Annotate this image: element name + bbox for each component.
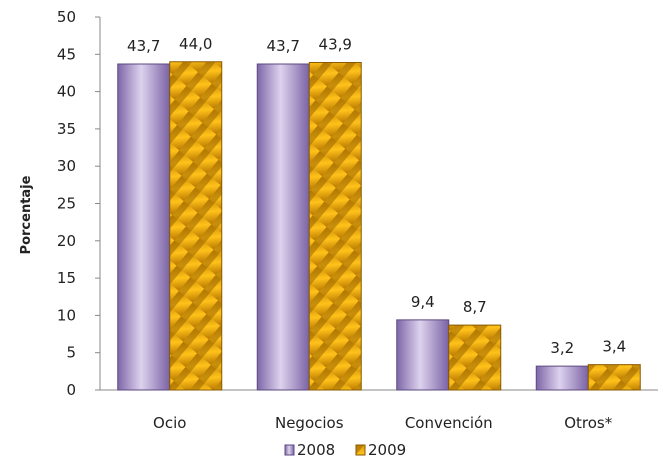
y-tick-label: 30 bbox=[57, 157, 76, 175]
legend: 2008 2009 bbox=[284, 441, 406, 459]
y-tick-label: 50 bbox=[57, 8, 76, 26]
x-tick-label: Otros* bbox=[564, 414, 613, 432]
y-tick-label: 5 bbox=[66, 344, 76, 362]
y-tick-label: 10 bbox=[57, 306, 76, 324]
bar-2008-1 bbox=[256, 63, 310, 391]
x-tick-label: Convención bbox=[405, 414, 493, 432]
y-tick-label: 20 bbox=[57, 232, 76, 250]
data-label: 3,4 bbox=[602, 338, 626, 356]
bar-2008-3 bbox=[535, 365, 589, 391]
bar-2008-0 bbox=[117, 63, 171, 391]
data-label: 9,4 bbox=[411, 293, 435, 311]
y-tick-label: 15 bbox=[57, 269, 76, 287]
y-tick-label: 0 bbox=[66, 381, 76, 399]
bars: 43,7 44,0 43,7 43,9 9,4 8,7 3,2 3,4 bbox=[117, 35, 641, 391]
data-label: 43,9 bbox=[319, 36, 352, 54]
bar-2009-2 bbox=[448, 324, 502, 391]
data-label: 43,7 bbox=[127, 37, 160, 55]
x-tick-label: Negocios bbox=[275, 414, 344, 432]
data-label: 43,7 bbox=[267, 37, 300, 55]
legend-swatch-2008 bbox=[284, 444, 295, 456]
data-label: 8,7 bbox=[463, 298, 487, 316]
legend-label-2008: 2008 bbox=[297, 441, 335, 459]
y-tick-label: 35 bbox=[57, 120, 76, 138]
x-ticks: Ocio Negocios Convención Otros* bbox=[153, 414, 613, 432]
legend-swatch-2009 bbox=[355, 444, 366, 456]
bar-2009-0 bbox=[169, 61, 223, 391]
y-tick-label: 40 bbox=[57, 83, 76, 101]
y-tick-label: 45 bbox=[57, 45, 76, 63]
bar-2009-1 bbox=[308, 62, 362, 391]
bar-2008-2 bbox=[396, 319, 450, 391]
y-tick-label: 25 bbox=[57, 195, 76, 213]
data-label: 44,0 bbox=[179, 35, 212, 53]
legend-label-2009: 2009 bbox=[368, 441, 406, 459]
y-ticks: 0 5 10 15 20 25 30 35 40 45 50 bbox=[57, 8, 100, 399]
y-axis-label: Porcentaje bbox=[19, 175, 34, 254]
bar-2009-3 bbox=[587, 364, 641, 391]
data-label: 3,2 bbox=[550, 339, 574, 357]
x-tick-label: Ocio bbox=[153, 414, 186, 432]
